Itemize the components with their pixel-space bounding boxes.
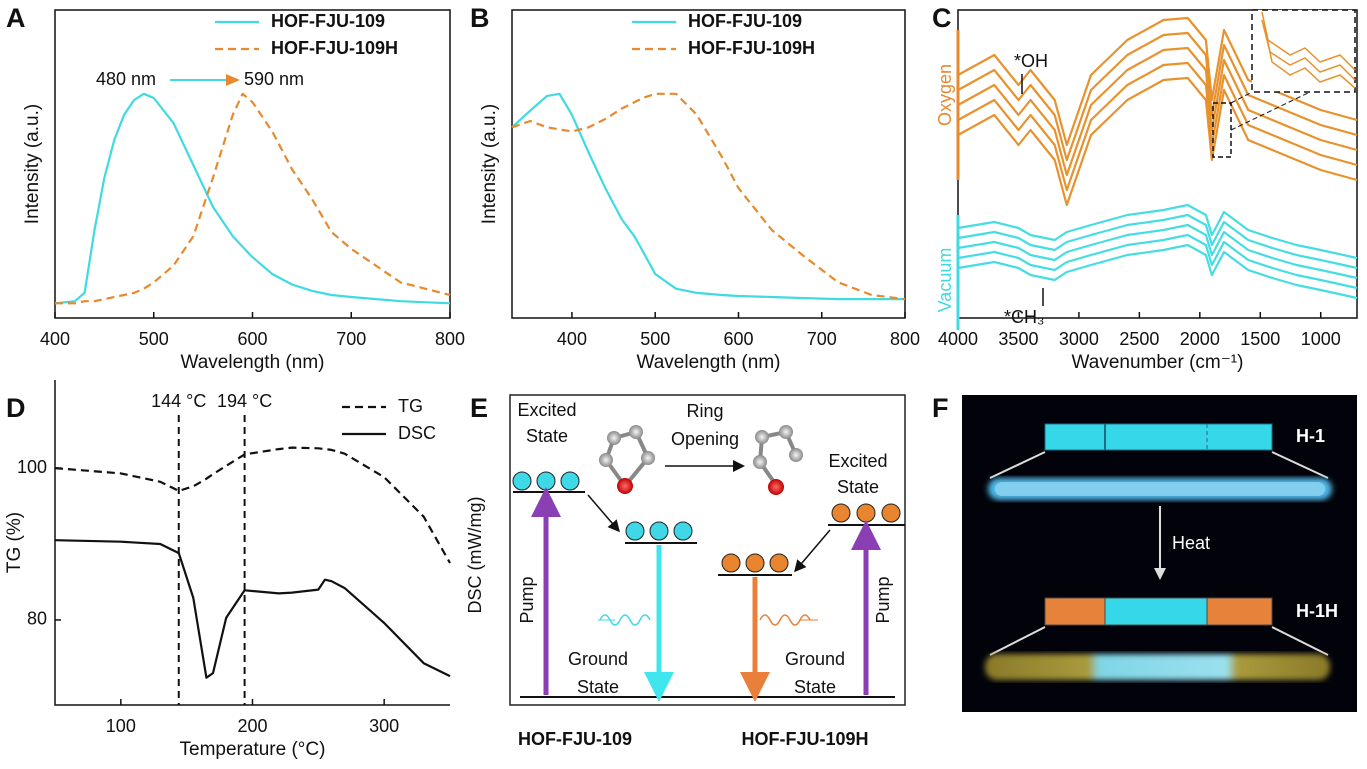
plot-frame <box>511 9 906 319</box>
panel-letter: F <box>932 393 949 423</box>
series-line <box>957 61 1358 192</box>
axis-label: DSC (mW/mg) <box>465 497 485 614</box>
x-tick-label: 800 <box>890 329 920 349</box>
x-tick-label: 600 <box>237 329 267 349</box>
inset <box>1212 9 1356 158</box>
legend-label: HOF-FJU-109H <box>688 38 815 58</box>
axes <box>54 380 450 706</box>
label: HOF-FJU-109 <box>518 729 632 749</box>
series-line <box>957 213 1358 270</box>
x-axis-label: Wavelength (nm) <box>181 352 325 373</box>
panel-letter: B <box>470 3 490 33</box>
series-line <box>54 446 451 564</box>
legend-label: HOF-FJU-109 <box>271 11 385 31</box>
x-tick-label: 700 <box>807 329 837 349</box>
panel-letter: D <box>6 393 26 423</box>
panel-letter: C <box>932 3 952 33</box>
x-tick-label: 1000 <box>1301 329 1341 349</box>
label: H-1 <box>1296 426 1325 446</box>
legend-label: TG <box>398 396 423 416</box>
legend-label: DSC <box>398 423 436 443</box>
x-tick-label: 1500 <box>1240 329 1280 349</box>
annotation: *OH <box>1014 51 1048 71</box>
y-axis-label: Intensity (a.u.) <box>479 104 500 224</box>
x-tick-label: 400 <box>557 329 587 349</box>
x-tick-label: 200 <box>237 716 267 736</box>
series-line <box>957 203 1358 260</box>
x-tick-label: 600 <box>723 329 753 349</box>
x-tick-label: 500 <box>640 329 670 349</box>
label: H-1H <box>1296 601 1338 621</box>
x-tick-label: 800 <box>435 329 465 349</box>
marker-label: 194 °C <box>217 391 272 411</box>
crystal-glow <box>985 654 1330 680</box>
series-line <box>54 539 451 679</box>
y-tick-label: 80 <box>27 609 47 629</box>
label: Ground <box>568 649 628 669</box>
crystal-model <box>1044 423 1273 451</box>
x-tick-label: 400 <box>40 329 70 349</box>
annotation: Vacuum <box>935 248 955 313</box>
label: Excited <box>517 400 576 420</box>
annotation: 590 nm <box>244 69 304 89</box>
x-tick-label: 3000 <box>1059 329 1099 349</box>
x-tick-label: 2000 <box>1180 329 1220 349</box>
legend-label: HOF-FJU-109 <box>688 11 802 31</box>
label: State <box>526 426 568 446</box>
transfer-arrow <box>794 529 831 573</box>
x-tick-label: 3500 <box>998 329 1038 349</box>
label: Ground <box>785 649 845 669</box>
panel-letter: A <box>6 3 26 33</box>
label: State <box>837 477 879 497</box>
annotation: *CH₃ <box>1004 307 1044 327</box>
y-axis-label: TG (%) <box>4 512 25 573</box>
label: HOF-FJU-109H <box>741 729 868 749</box>
label: Pump <box>873 576 893 623</box>
frame <box>509 394 906 706</box>
series-line <box>957 233 1358 290</box>
x-axis-label: Temperature (°C) <box>180 739 326 760</box>
label: State <box>577 677 619 697</box>
y-axis-label: Intensity (a.u.) <box>22 104 43 224</box>
series-line <box>55 92 451 305</box>
legend-label: HOF-FJU-109H <box>271 38 398 58</box>
transfer-arrow <box>587 494 620 533</box>
series-line <box>957 46 1358 177</box>
x-tick-label: 700 <box>336 329 366 349</box>
atoms <box>599 425 803 495</box>
crystal-model <box>1044 597 1106 626</box>
panel-letter: E <box>470 393 488 423</box>
energy-diagram: Excited State Ring Opening Excited State… <box>465 394 906 749</box>
y-tick-label: 100 <box>17 457 47 477</box>
electrons <box>512 471 901 573</box>
x-tick-label: 100 <box>106 716 136 736</box>
marker-label: 144 °C <box>151 391 206 411</box>
x-tick-label: 300 <box>369 716 399 736</box>
series-line <box>511 92 906 301</box>
series-line <box>54 92 451 305</box>
x-axis-label: Wavelength (nm) <box>637 352 781 373</box>
label: Heat <box>1172 533 1210 553</box>
x-axis-label: Wavenumber (cm⁻¹) <box>1072 352 1244 373</box>
annotation: 480 nm <box>96 69 156 89</box>
wave <box>759 614 811 626</box>
annotation-arrow <box>226 74 240 86</box>
series-line <box>957 76 1358 207</box>
x-tick-label: 500 <box>139 329 169 349</box>
wave <box>599 614 651 626</box>
label: Excited <box>828 451 887 471</box>
photo: Heat H-1 H-1H <box>962 395 1357 712</box>
series-line <box>957 243 1358 300</box>
series-line <box>511 92 905 301</box>
series-line <box>957 223 1358 280</box>
label: State <box>794 677 836 697</box>
label: Pump <box>517 576 537 623</box>
x-tick-label: 2500 <box>1119 329 1159 349</box>
series-line <box>957 31 1358 162</box>
x-tick-label: 4000 <box>938 329 978 349</box>
label: Opening <box>671 429 739 449</box>
annotation: Oxygen <box>935 64 955 126</box>
label: Ring <box>686 401 723 421</box>
